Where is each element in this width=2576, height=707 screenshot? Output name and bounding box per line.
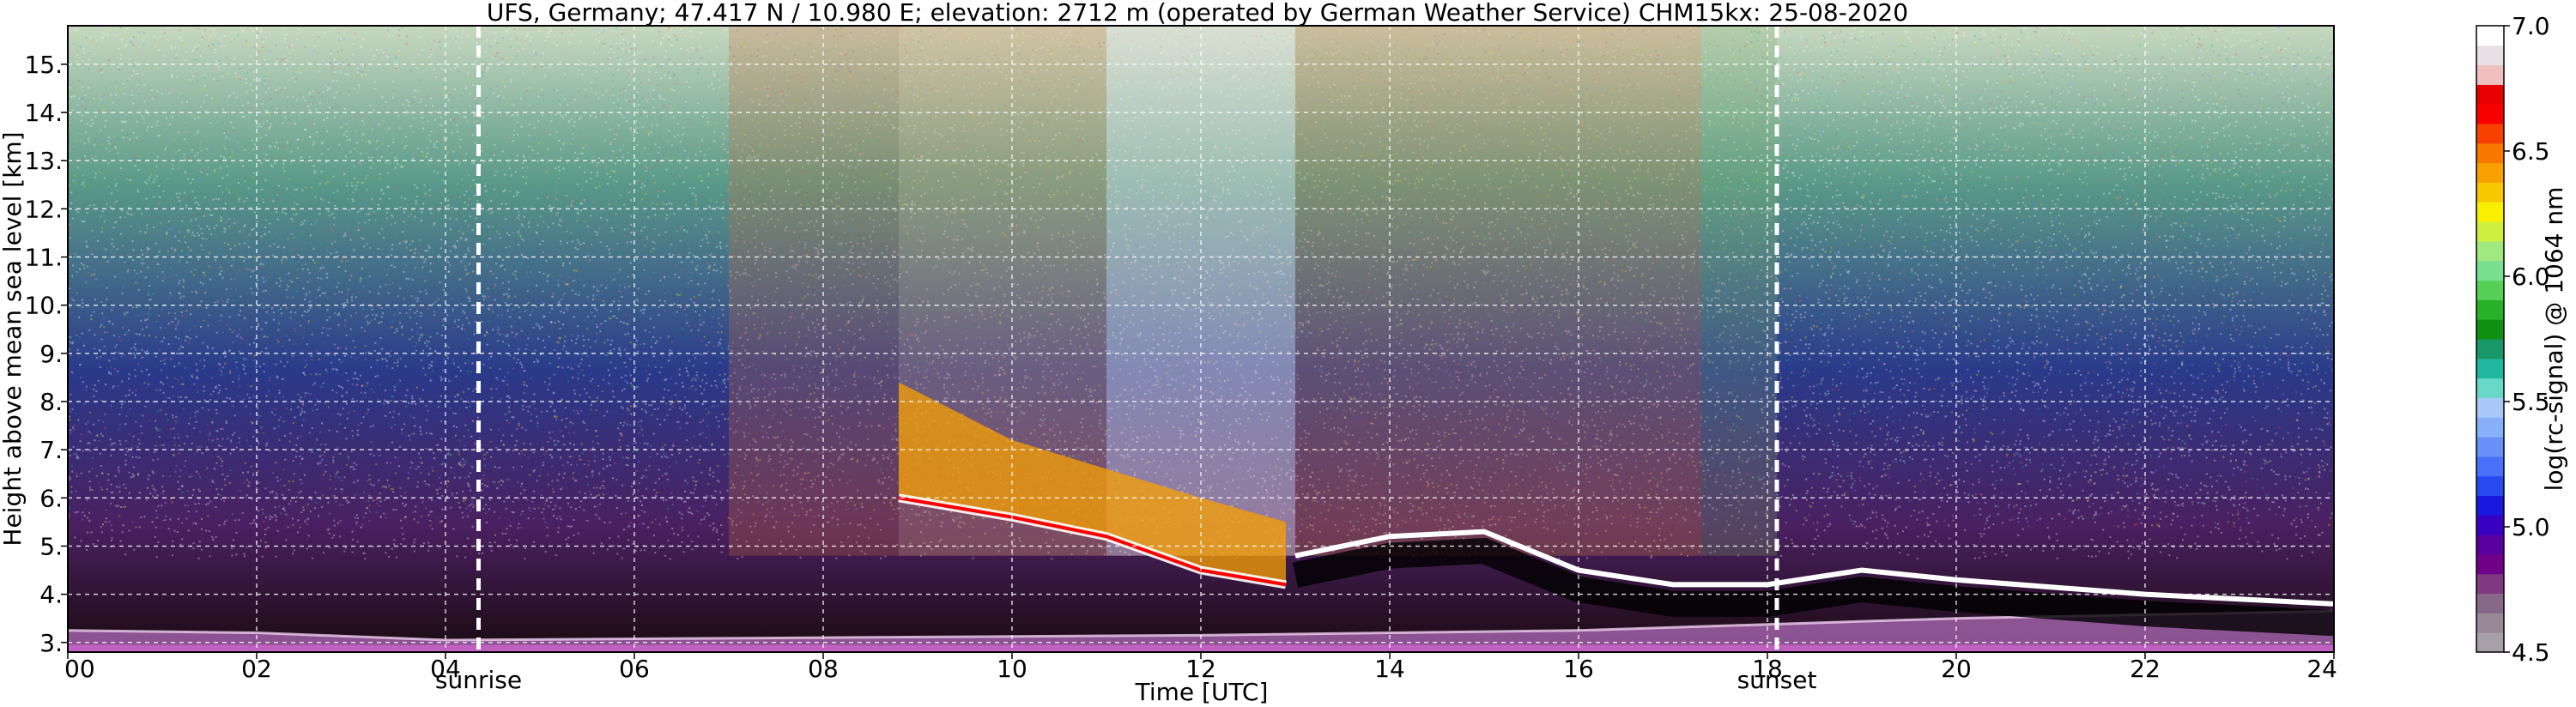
colorbar-segment-4 [2476, 553, 2504, 575]
colorbar-segment-30 [2476, 45, 2504, 66]
colorbar-segment-9 [2476, 456, 2504, 477]
time-band-3 [1295, 26, 1701, 556]
cloud-layer-1-shadow [1292, 537, 2334, 637]
y-tick-label-2: 5. [39, 532, 63, 560]
colorbar-segment-1 [2476, 613, 2504, 633]
colorbar-segment-18 [2476, 280, 2504, 300]
colorbar-segment-8 [2476, 475, 2504, 496]
colorbar-segment-22 [2476, 202, 2504, 222]
x-tick-label-5: 10 [997, 655, 1027, 683]
colorbar-tick-label-1: 5.0 [2512, 513, 2550, 541]
colorbar-segment-12 [2476, 397, 2504, 418]
ground-layer [68, 644, 2334, 652]
colorbar-segment-23 [2476, 182, 2504, 202]
colorbar-tick-label-2: 5.5 [2512, 388, 2550, 416]
x-tick-label-6: 12 [1185, 655, 1216, 683]
y-tick-label-9: 12. [24, 195, 63, 223]
colorbar-segment-21 [2476, 221, 2504, 242]
y-tick-label-5: 8. [39, 388, 63, 416]
cloud-layer-0-body [899, 382, 1286, 585]
sun-label-sunset: sunset [1737, 666, 1817, 694]
x-tick-label-8: 16 [1563, 655, 1594, 683]
y-tick-label-8: 11. [24, 244, 63, 272]
x-tick-label-11: 22 [2130, 655, 2161, 683]
y-tick-label-1: 4. [39, 581, 63, 609]
colorbar-tick-label-4: 6.5 [2512, 137, 2550, 166]
colorbar-label: log(rc-signal) @ 1064 nm [2540, 187, 2568, 492]
colorbar-segment-29 [2476, 64, 2504, 85]
colorbar-segment-27 [2476, 104, 2504, 124]
grid-lines [68, 26, 2334, 652]
colorbar-segment-31 [2476, 26, 2504, 46]
colorbar-segment-19 [2476, 260, 2504, 281]
time-band-4 [1701, 26, 1777, 556]
cloud-layer-0-core [898, 496, 1287, 587]
colorbar-segment-5 [2476, 535, 2504, 555]
x-tick-label-9: 18 [1752, 655, 1783, 683]
sun-event-labels: sunrise sunset [435, 666, 1817, 694]
colorbar-segment-7 [2476, 495, 2504, 516]
y-tick-label-7: 10. [24, 292, 63, 320]
colorbar-segment-28 [2476, 84, 2504, 105]
colorbar-segment-6 [2476, 515, 2504, 535]
x-axis: 00 02 04 06 08 10 12 14 16 18 20 22 24 [64, 652, 2337, 683]
colorbar-segment-17 [2476, 299, 2504, 320]
y-tick-label-12: 15. [24, 51, 63, 79]
x-axis-label: Time [UTC] [1135, 678, 1269, 706]
x-tick-label-7: 14 [1374, 655, 1405, 683]
y-tick-label-3: 6. [39, 484, 63, 512]
y-tick-label-11: 14. [24, 99, 63, 127]
cloud-layer-1-base [1294, 529, 2334, 607]
colorbar-segment-25 [2476, 142, 2504, 164]
sun-event-lines [476, 26, 1779, 652]
x-tick-label-12: 24 [2306, 655, 2337, 683]
colorbar-segment-20 [2476, 240, 2504, 262]
x-tick-label-4: 08 [808, 655, 839, 683]
time-bands [729, 26, 1777, 556]
colorbar-segment-15 [2476, 339, 2504, 360]
sun-label-sunrise: sunrise [435, 666, 522, 694]
y-tick-label-6: 9. [39, 340, 63, 368]
colorbar: 4.5 5.0 5.5 6.0 6.5 7.0 [2476, 12, 2550, 667]
colorbar-tick-label-3: 6.0 [2512, 263, 2550, 291]
colorbar-tick-label-5: 7.0 [2512, 12, 2550, 40]
x-tick-label-0: 00 [64, 655, 95, 683]
colorbar-frame [2476, 25, 2505, 653]
x-tick-label-1: 02 [241, 655, 272, 683]
colorbar-segment-24 [2476, 162, 2504, 183]
colorbar-segment-13 [2476, 378, 2504, 398]
y-tick-label-0: 3. [39, 629, 63, 657]
chart-title: UFS, Germany; 47.417 N / 10.980 E; eleva… [487, 0, 1908, 27]
colorbar-segment-10 [2476, 437, 2504, 457]
x-tick-label-2: 04 [430, 655, 461, 683]
colorbar-tick-label-0: 4.5 [2512, 638, 2550, 667]
plot-area [68, 26, 2334, 652]
colorbar-segment-0 [2476, 632, 2504, 653]
y-tick-label-10: 13. [24, 147, 63, 175]
colorbar-segment-11 [2476, 417, 2504, 438]
colorbar-segment-14 [2476, 358, 2504, 379]
y-axis: 3. 4. 5. 6. 7. 8. 9. 10. 11. 12. 13. 14. 15. [24, 51, 68, 657]
y-axis-label: Height above mean sea level [km] [0, 131, 27, 546]
colorbar-segment-26 [2476, 124, 2504, 144]
colorbar-segment-2 [2476, 593, 2504, 613]
x-tick-label-10: 20 [1941, 655, 1972, 683]
colorbar-segment-16 [2476, 319, 2504, 340]
x-tick-label-3: 06 [619, 655, 650, 683]
time-band-0 [729, 26, 899, 556]
y-tick-label-4: 7. [39, 436, 63, 464]
colorbar-segment-3 [2476, 573, 2504, 595]
